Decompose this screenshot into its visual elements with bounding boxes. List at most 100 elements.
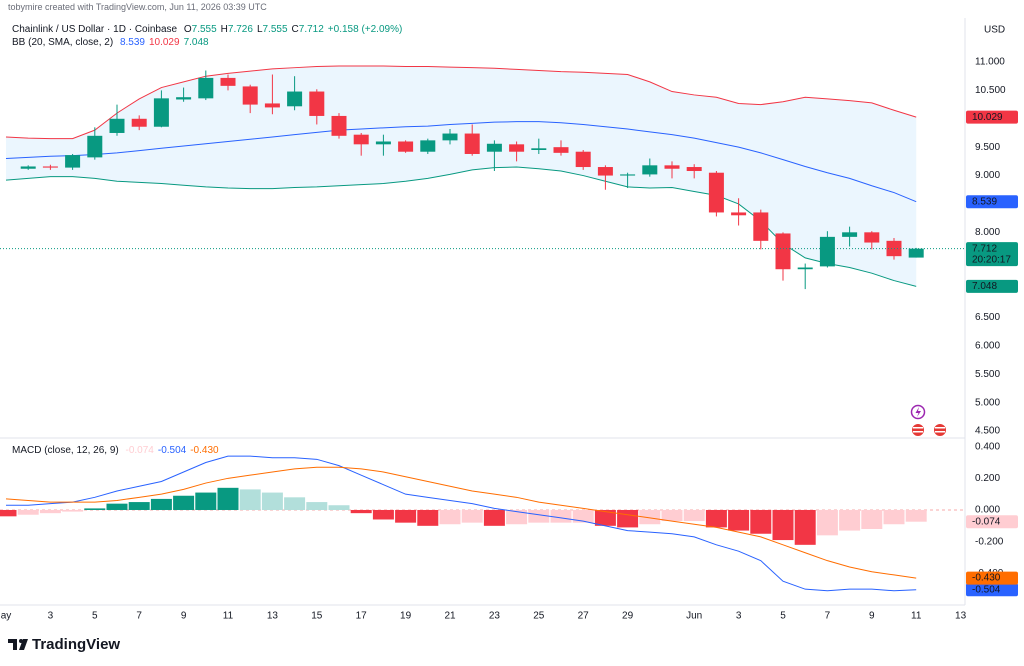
x-tick-label: 21 [444,611,456,622]
histogram-bar [639,509,661,525]
currency-label: USD [984,25,1005,36]
candle-body [486,143,502,152]
ohlc-key: O [183,24,192,35]
indicator-title: MACD (close, 12, 26, 9) [12,445,119,456]
y-tick-label: 6.500 [975,312,1000,323]
macd-axis-label-box [966,571,1018,585]
histogram-axis-label-box [966,515,1018,529]
histogram-bar [661,509,683,522]
x-tick-label: 11 [911,611,922,622]
candle-body [398,141,414,152]
ohlc-value: 7.555 [262,24,288,35]
y-tick-label: 10.500 [975,85,1006,96]
candle-body [797,267,813,270]
candle-body [686,167,702,172]
price-legend: Chainlink / US Dollar · 1D · Coinbase O7… [12,24,406,35]
histogram-bar [350,509,372,514]
histogram-bar [150,498,172,510]
event-icon[interactable] [933,423,947,437]
change: +0.158 (+2.09%) [327,24,403,35]
histogram-bar [905,509,927,522]
event-icon-glyph [935,431,945,433]
event-icon-glyph [913,427,923,429]
histogram-bar [439,509,461,525]
x-tick-label: 19 [400,611,412,622]
candle-body [575,151,591,168]
y-tick-label: -0.200 [975,536,1004,547]
ohlc-value: 7.712 [298,24,324,35]
bb-axis-label: 10.029 [972,112,1003,123]
logo: TradingView [8,636,120,653]
histogram-bar [284,497,306,510]
candle-body [109,118,125,133]
histogram-bar [328,505,350,510]
histogram-bar [39,509,61,514]
candle-body [153,98,169,127]
macd-line [5,466,917,579]
x-tick-label: 5 [780,611,786,622]
y-tick-label: 5.500 [975,369,1000,380]
band-fill [6,65,917,287]
x-tick-label: 9 [869,611,875,622]
histogram-value: -0.074 [125,445,154,456]
histogram-bar [506,509,528,525]
symbol-title: Chainlink / US Dollar · 1D · Coinbase [12,24,178,35]
x-tick-label: 3 [736,611,742,622]
candle-body [597,167,613,176]
logo-mark [19,639,23,643]
event-icon-glyph [915,407,921,417]
x-tick-label: 17 [356,611,368,622]
histogram-bar [395,509,417,523]
x-tick-label: 27 [578,611,590,622]
x-tick-label: 23 [489,611,501,622]
candle-body [309,91,325,116]
histogram-bar [17,509,39,515]
x-tick-label: 15 [311,611,323,622]
bb-axis-label: 8.539 [972,196,997,207]
y-tick-label: 11.000 [975,57,1005,68]
candle-body [353,134,369,145]
histogram-bar [794,509,816,545]
candle-body [642,165,658,175]
candle-body [287,91,303,107]
candle-body [531,148,547,151]
candle-body [131,118,147,127]
histogram-bar [861,509,883,529]
y-tick-label: 6.000 [975,341,1000,352]
bb-value: 10.029 [148,37,180,48]
event-icon-glyph [913,431,923,433]
candle-body [87,135,103,158]
histogram-bar [106,503,128,510]
histogram-bar [417,509,439,526]
ohlc-value: 7.555 [191,24,217,35]
candle-body [509,144,525,152]
histogram-bar [594,509,616,526]
event-icon[interactable] [911,423,925,437]
candle-body [375,141,391,145]
candle-body [842,232,858,237]
histogram-bar [883,509,905,525]
y-tick-label: 8.000 [975,227,1000,238]
candle-body [553,147,569,153]
macd-axis-label: -0.430 [972,573,1001,584]
candle-body [20,166,36,169]
histogram-bar [683,509,705,522]
x-tick-label: 5 [92,611,98,622]
ohlc-value: 7.726 [227,24,253,35]
bb-value: 7.048 [183,37,209,48]
candle-body [908,248,924,258]
candle-body [264,103,280,108]
x-tick-label: 7 [825,611,831,622]
y-tick-label: 0.400 [975,441,1000,452]
candle-body [220,77,236,86]
histogram-bar [372,509,394,520]
y-tick-label: 0.200 [975,473,1000,484]
histogram-bar [306,502,328,510]
histogram-bar [461,509,483,523]
x-tick-label: 11 [223,611,234,622]
ohlc-key: H [220,24,228,35]
histogram-bar [173,495,195,510]
histogram-bar [572,509,594,523]
